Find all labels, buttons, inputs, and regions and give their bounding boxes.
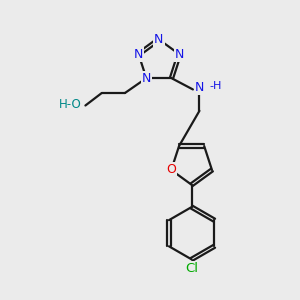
Text: Cl: Cl	[185, 262, 198, 275]
Text: N: N	[195, 82, 204, 94]
Text: -H: -H	[209, 81, 222, 91]
Text: N: N	[154, 33, 164, 46]
Text: O: O	[166, 164, 176, 176]
Text: H-O: H-O	[58, 98, 81, 110]
Text: N: N	[134, 48, 143, 61]
Text: N: N	[175, 48, 184, 61]
Text: N: N	[142, 72, 151, 85]
